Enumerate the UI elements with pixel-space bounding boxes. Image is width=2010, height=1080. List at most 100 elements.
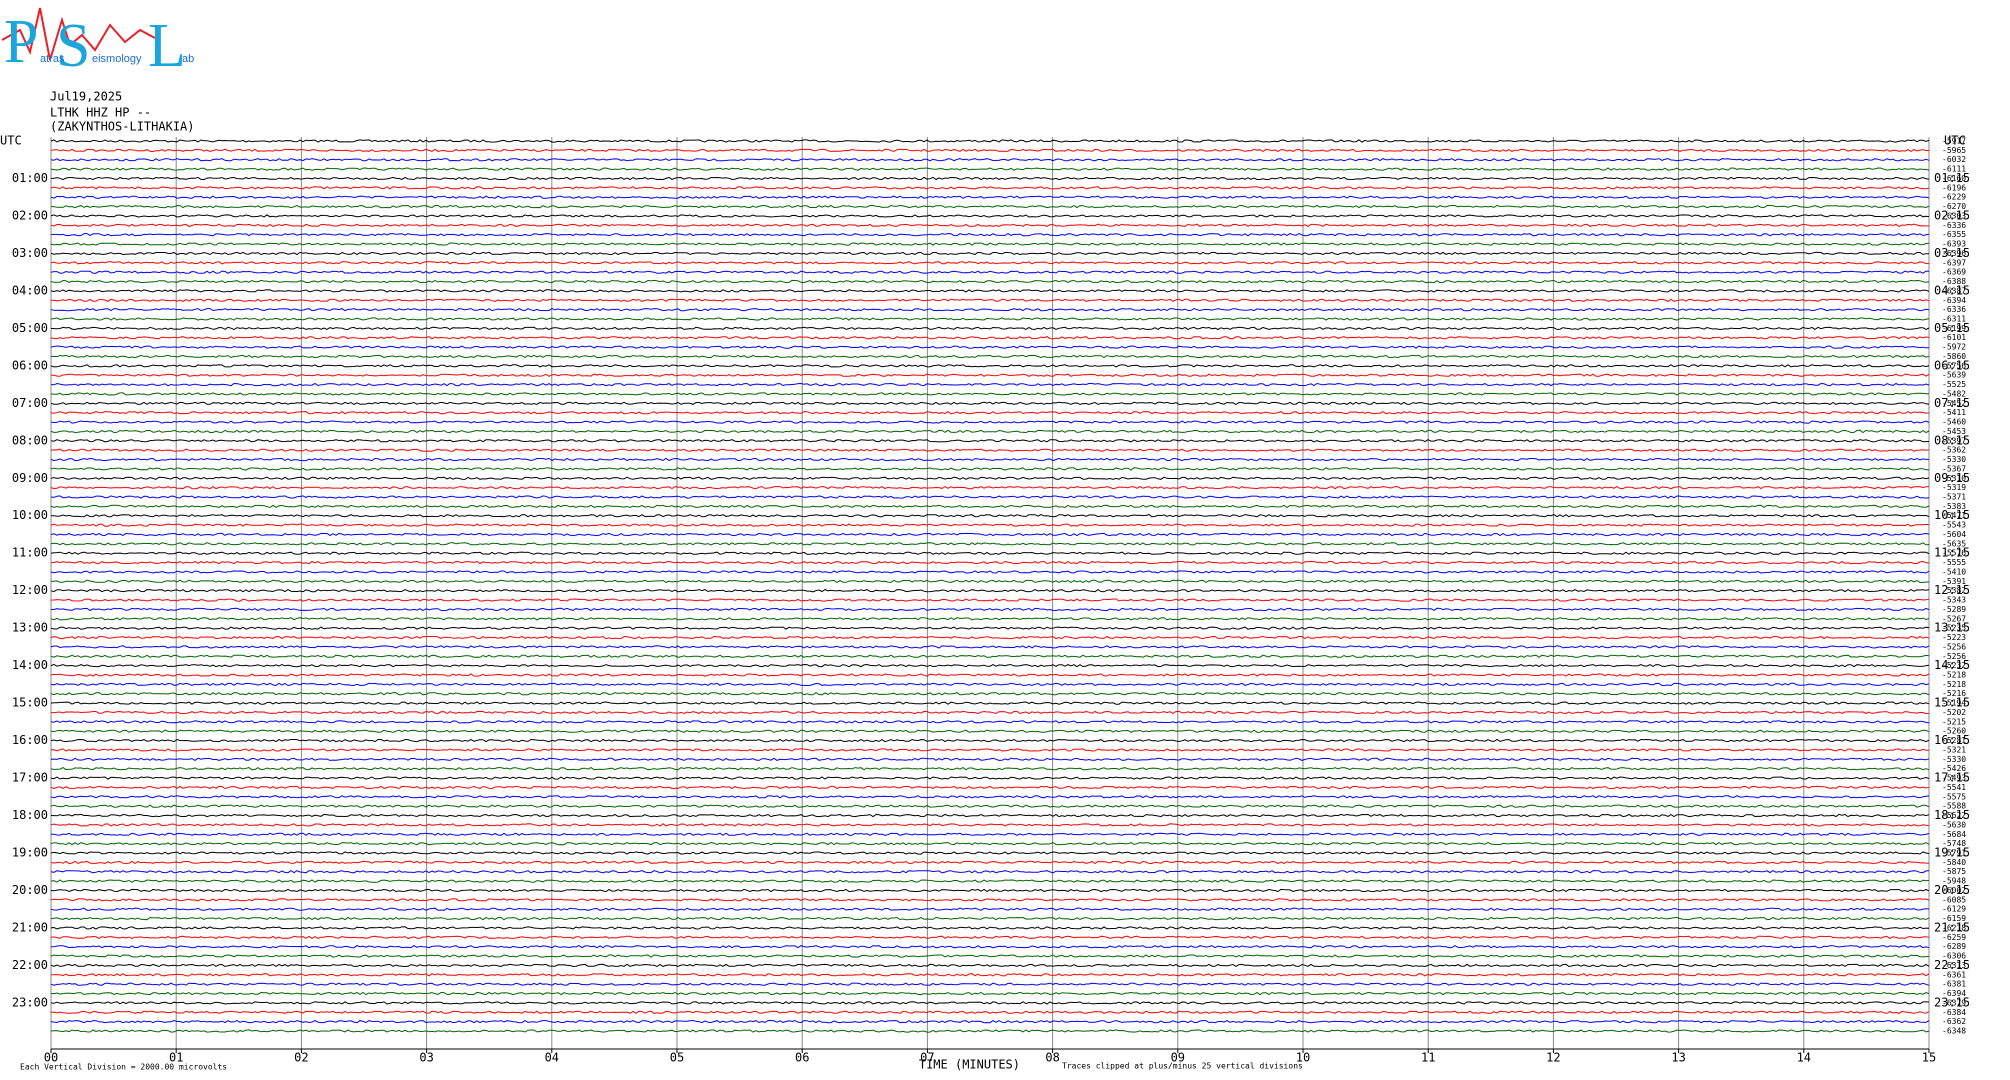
right-hour-label: 19:15 bbox=[1934, 846, 1970, 860]
offset-label: -6101 bbox=[1942, 333, 1966, 342]
trace bbox=[50, 495, 1930, 499]
right-hour-label: 17:15 bbox=[1934, 771, 1970, 785]
trace bbox=[50, 317, 1930, 321]
offset-label: -6259 bbox=[1942, 933, 1966, 942]
left-hour-label: 20:00 bbox=[12, 883, 48, 897]
trace bbox=[50, 598, 1930, 602]
offset-label: -6196 bbox=[1942, 183, 1966, 192]
channel: LTHK HHZ HP -- bbox=[50, 106, 151, 120]
left-axis-title: UTC bbox=[0, 134, 22, 148]
trace bbox=[50, 757, 1930, 761]
offset-label: -5256 bbox=[1942, 642, 1966, 651]
offset-label: -5202 bbox=[1942, 708, 1966, 717]
x-tick-label: 14 bbox=[1797, 1051, 1811, 1065]
trace bbox=[50, 195, 1930, 199]
trace bbox=[50, 261, 1930, 265]
trace bbox=[50, 954, 1930, 958]
offset-label: -5635 bbox=[1942, 539, 1966, 548]
trace bbox=[51, 973, 1930, 977]
offset-label: -5321 bbox=[1942, 745, 1966, 754]
offset-label: -6303 bbox=[1942, 211, 1966, 220]
trace bbox=[50, 401, 1930, 405]
trace bbox=[50, 223, 1930, 227]
trace bbox=[50, 617, 1930, 621]
offset-label: -6369 bbox=[1942, 268, 1966, 277]
offset-label: -5411 bbox=[1942, 408, 1966, 417]
trace bbox=[50, 410, 1930, 415]
left-hour-label: 01:00 bbox=[12, 171, 48, 185]
offset-label: -5756 bbox=[1942, 361, 1966, 370]
x-tick-label: 13 bbox=[1671, 1051, 1685, 1065]
right-hour-label: 14:15 bbox=[1934, 658, 1970, 672]
offset-label: -5215 bbox=[1942, 717, 1966, 726]
offset-label: -6218 bbox=[1942, 923, 1966, 932]
trace bbox=[50, 504, 1930, 509]
trace bbox=[50, 560, 1930, 565]
left-hour-label: 23:00 bbox=[12, 995, 48, 1009]
trace bbox=[50, 673, 1930, 677]
x-tick-label: 00 bbox=[44, 1051, 58, 1065]
left-hour-label: 10:00 bbox=[12, 508, 48, 522]
trace bbox=[50, 991, 1930, 996]
offset-label: -6199 bbox=[1942, 324, 1966, 333]
logo-text: atras bbox=[40, 53, 65, 65]
offset-label: -6394 bbox=[1942, 296, 1966, 305]
trace bbox=[50, 860, 1930, 865]
offset-label: -5575 bbox=[1942, 792, 1966, 801]
offset-label: -6306 bbox=[1942, 952, 1966, 961]
trace bbox=[50, 823, 1930, 827]
offset-label: -6393 bbox=[1942, 240, 1966, 249]
offset-label: -5860 bbox=[1942, 352, 1966, 361]
right-hour-label: 11:15 bbox=[1934, 546, 1970, 560]
trace bbox=[50, 485, 1930, 490]
right-hour-label: 03:15 bbox=[1934, 246, 1970, 260]
x-tick-label: 09 bbox=[1171, 1051, 1185, 1065]
left-hour-label: 21:00 bbox=[12, 920, 48, 934]
trace bbox=[50, 457, 1929, 462]
trace bbox=[50, 879, 1930, 883]
x-tick-label: 15 bbox=[1922, 1051, 1936, 1065]
left-hour-label: 07:00 bbox=[12, 396, 48, 410]
right-hour-label: 18:15 bbox=[1934, 808, 1970, 822]
offset-label: -5460 bbox=[1942, 418, 1966, 427]
trace bbox=[50, 158, 1930, 162]
offset-label: -6313 bbox=[1942, 961, 1966, 970]
offset-label: -5630 bbox=[1942, 820, 1966, 829]
offset-label: -5426 bbox=[1942, 764, 1966, 773]
x-tick-label: 03 bbox=[419, 1051, 433, 1065]
trace bbox=[50, 841, 1930, 846]
trace bbox=[50, 795, 1930, 799]
offset-label: -5840 bbox=[1942, 858, 1966, 867]
logo-letter: P bbox=[4, 8, 38, 76]
left-hour-label: 11:00 bbox=[12, 546, 48, 560]
offset-label: -5223 bbox=[1942, 633, 1966, 642]
logo-letter: L bbox=[148, 12, 186, 80]
trace bbox=[50, 139, 1930, 143]
trace bbox=[50, 691, 1930, 696]
logo-text: eismology bbox=[92, 53, 142, 65]
offset-label: -6384 bbox=[1942, 1008, 1966, 1017]
trace bbox=[50, 748, 1929, 752]
offset-label: -6111 bbox=[1942, 165, 1966, 174]
trace bbox=[50, 926, 1930, 930]
right-hour-label: 04:15 bbox=[1934, 283, 1970, 297]
offset-label: -5310 bbox=[1942, 474, 1966, 483]
offset-label: -6394 bbox=[1942, 989, 1966, 998]
offset-label: -5256 bbox=[1942, 652, 1966, 661]
trace bbox=[50, 682, 1930, 687]
trace bbox=[50, 898, 1930, 902]
offset-label: -5330 bbox=[1942, 755, 1966, 764]
offset-label: -5541 bbox=[1942, 783, 1966, 792]
offset-label: -5748 bbox=[1942, 839, 1966, 848]
offset-label: -5218 bbox=[1942, 671, 1966, 680]
offset-label: -6336 bbox=[1942, 221, 1966, 230]
left-hour-label: 18:00 bbox=[12, 808, 48, 822]
trace bbox=[50, 429, 1930, 434]
trace bbox=[50, 935, 1930, 939]
offset-label: -5371 bbox=[1942, 493, 1966, 502]
trace bbox=[50, 382, 1930, 387]
left-hour-label: 04:00 bbox=[12, 283, 48, 297]
right-hour-label: 05:15 bbox=[1934, 321, 1970, 335]
offset-label: -5622 bbox=[1942, 811, 1966, 820]
